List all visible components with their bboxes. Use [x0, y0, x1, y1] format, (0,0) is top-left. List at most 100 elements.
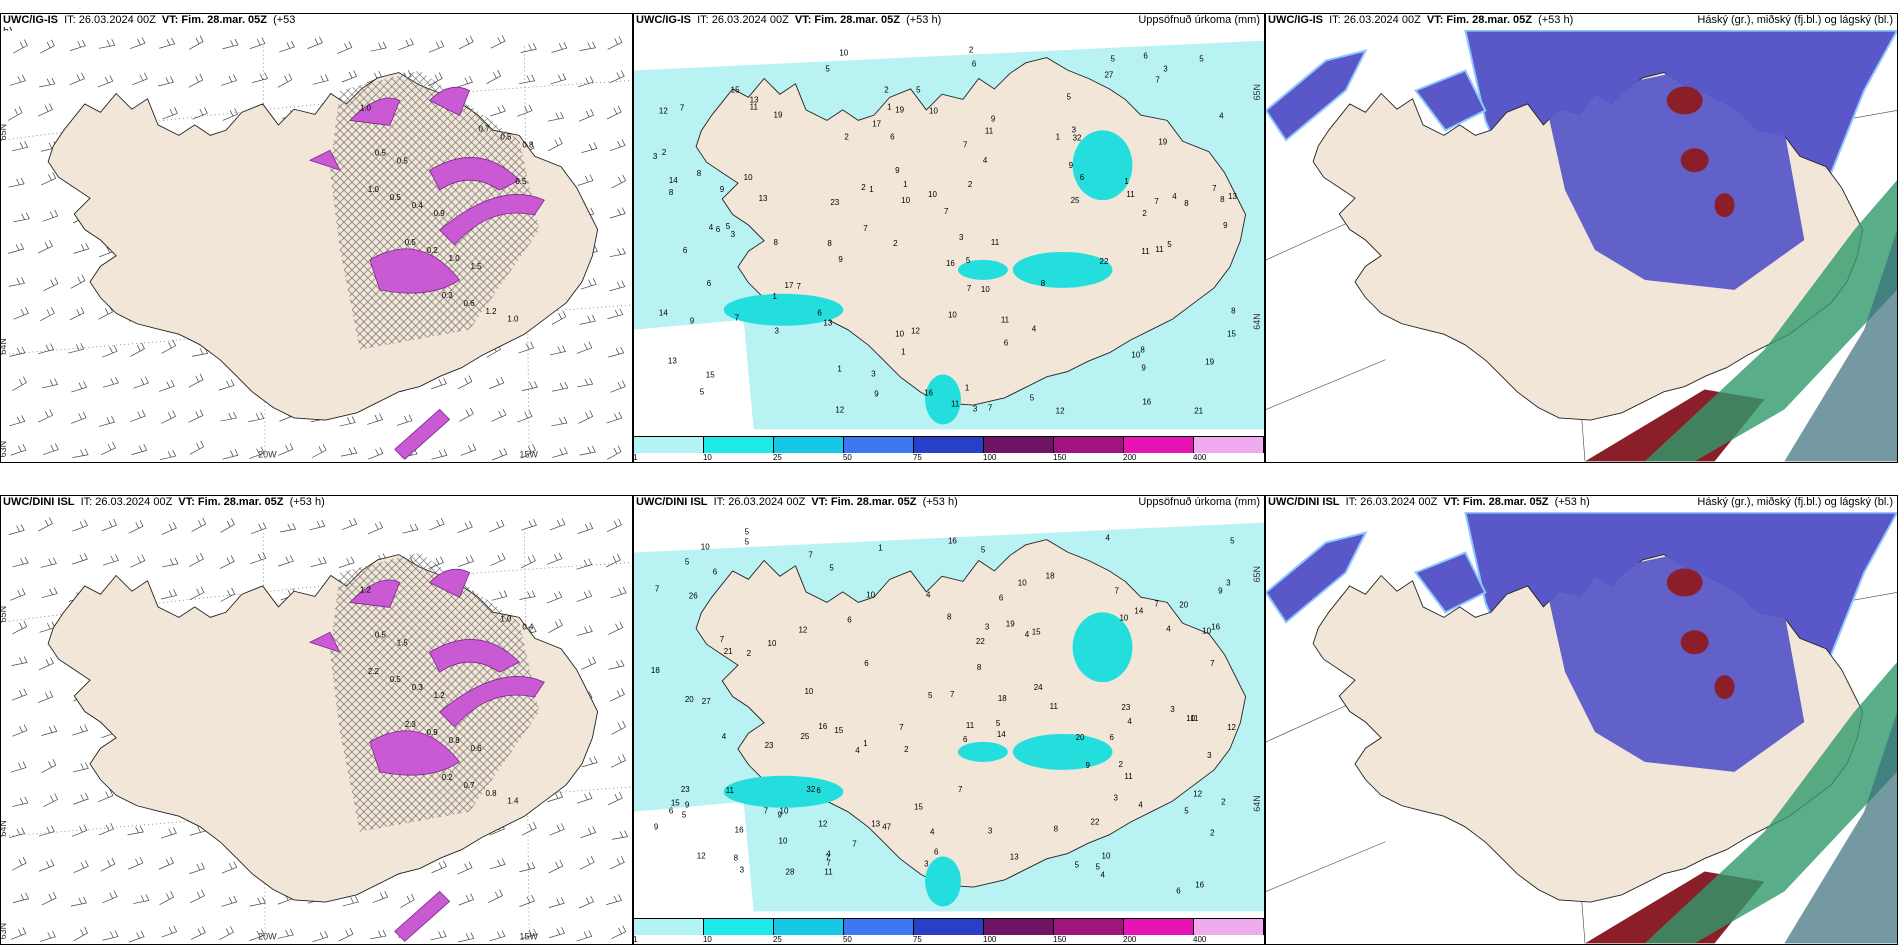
precip-value: 1 [1056, 132, 1061, 141]
precip-streak [439, 676, 545, 728]
precip-value: 10 [866, 590, 875, 599]
precip-value: 4 [1101, 870, 1106, 879]
latitude-label: 64N [1, 820, 8, 836]
panel-title: UWC/IG-IS IT: 26.03.2024 00Z VT: Fim. 28… [3, 14, 295, 26]
precip-value: 5 [928, 691, 933, 700]
precip-value: 7 [808, 550, 813, 559]
precip-value: 10 [929, 106, 938, 115]
precip-value: 4 [1172, 192, 1177, 201]
precip-streak [439, 194, 545, 246]
precip-value: 8 [827, 239, 832, 248]
colorbar-tick-label: 50 [842, 453, 852, 462]
precip-value: 13 [871, 820, 880, 829]
precip-value: 10 [744, 173, 753, 182]
precip-value: 13 [759, 194, 768, 203]
precip-value: 4 [855, 746, 860, 755]
precip-value: 5 [1096, 863, 1101, 872]
colorbar: 1 10 25 50 75 100 150 200 400 [634, 436, 1264, 462]
precip-value: 10 [1131, 351, 1140, 360]
precip-value: 2 [904, 745, 909, 754]
precip-value: 14 [659, 309, 668, 318]
precip-value: 10 [981, 285, 990, 294]
precip-value: 5 [825, 65, 830, 74]
precip-value: 3 [988, 827, 993, 836]
init-time: IT: 26.03.2024 00Z [1329, 14, 1421, 26]
precip-value: 7 [764, 807, 769, 816]
precip-value: 2 [747, 649, 752, 658]
precip-value: 15 [914, 803, 923, 812]
precip-value: 12 [1193, 790, 1202, 799]
precip-value: 19 [1158, 137, 1167, 146]
precip-value: 4 [1138, 801, 1143, 810]
precip-value: 7 [958, 785, 963, 794]
contour-label: 0.8 [522, 140, 534, 149]
precip-value: 11 [726, 786, 735, 795]
precip-value: 7 [735, 314, 740, 323]
precip-value: 3 [775, 327, 780, 336]
precip-value: 6 [972, 60, 977, 69]
precip-value: 16 [948, 537, 957, 546]
precip-value: 13 [1010, 853, 1019, 862]
contour-label: 1.4 [507, 797, 519, 806]
panel-bottom-wind: UWC/DINI ISL IT: 26.03.2024 00Z VT: Fim.… [0, 495, 633, 945]
precip-value: 16 [1142, 397, 1151, 406]
precip-value: 11 [1001, 316, 1010, 325]
precip-value: 27 [1105, 70, 1114, 79]
colorbar-swatch [844, 919, 914, 935]
precip-value: 3 [1072, 125, 1077, 134]
precip-value: 7 [1155, 75, 1160, 84]
precip-value: 2 [968, 180, 973, 189]
precip-streak [428, 568, 471, 598]
longitude-label: 15W [519, 449, 538, 459]
precip-value: 10 [768, 639, 777, 648]
contour-label: 1.5 [471, 262, 483, 271]
field-description: Uppsöfnuð úrkoma (mm) [1138, 14, 1260, 26]
precip-value: 4 [926, 590, 931, 599]
precip-value: 20 [685, 695, 694, 704]
precip-value: 20 [1076, 733, 1085, 742]
precip-value: 8 [1231, 307, 1236, 316]
precip-value: 9 [991, 114, 996, 123]
contour-label: 2.3 [405, 720, 417, 729]
cloud-map [1266, 512, 1897, 944]
model-name: UWC/DINI ISL [636, 496, 708, 508]
precip-value: 12 [911, 327, 920, 336]
precip-value: 7 [863, 224, 868, 233]
model-name: UWC/DINI ISL [1268, 496, 1340, 508]
precip-value: 2 [1142, 209, 1147, 218]
precip-value: 22 [1091, 818, 1100, 827]
lead-time: (+53 h) [1538, 14, 1574, 26]
contour-label: 0.9 [427, 728, 439, 737]
precip-value: 2 [662, 148, 667, 157]
colorbar-tick-label: 25 [772, 453, 782, 462]
precip-value: 7 [950, 690, 955, 699]
precip-value: 5 [1075, 861, 1080, 870]
precip-value: 4 [1106, 534, 1111, 543]
precip-value: 5 [745, 538, 750, 547]
panel-title: UWC/IG-IS IT: 26.03.2024 00Z VT: Fim. 28… [636, 14, 941, 26]
precip-value: 9 [874, 389, 879, 398]
mid-cloud [1644, 180, 1897, 462]
colorbar-swatch [914, 919, 984, 935]
precip-streaks [308, 86, 545, 460]
precip-value: 13 [823, 319, 832, 328]
precip-value: 11 [966, 721, 975, 730]
precip-value: 6 [890, 132, 895, 141]
contour-label: 0.2 [442, 773, 454, 782]
precip-value: 3 [1226, 578, 1231, 587]
contour-label: 0.6 [471, 744, 483, 753]
precip-value: 15 [731, 85, 740, 94]
dry-areas [634, 30, 1264, 430]
precip-value: 10 [779, 837, 788, 846]
init-time: IT: 26.03.2024 00Z [697, 14, 789, 26]
contour-label: 1.2 [485, 307, 497, 316]
precip-value: 12 [818, 820, 827, 829]
contour-label: 1.0 [449, 254, 461, 263]
contour-label: 0.5 [397, 156, 409, 165]
precip-value: 10 [1119, 613, 1128, 622]
colorbar-swatch [634, 919, 704, 935]
precip-value: 8 [1041, 279, 1046, 288]
precip-value: 6 [1109, 733, 1114, 742]
precip-value: 3 [985, 622, 990, 631]
precip-value: 6 [683, 246, 688, 255]
